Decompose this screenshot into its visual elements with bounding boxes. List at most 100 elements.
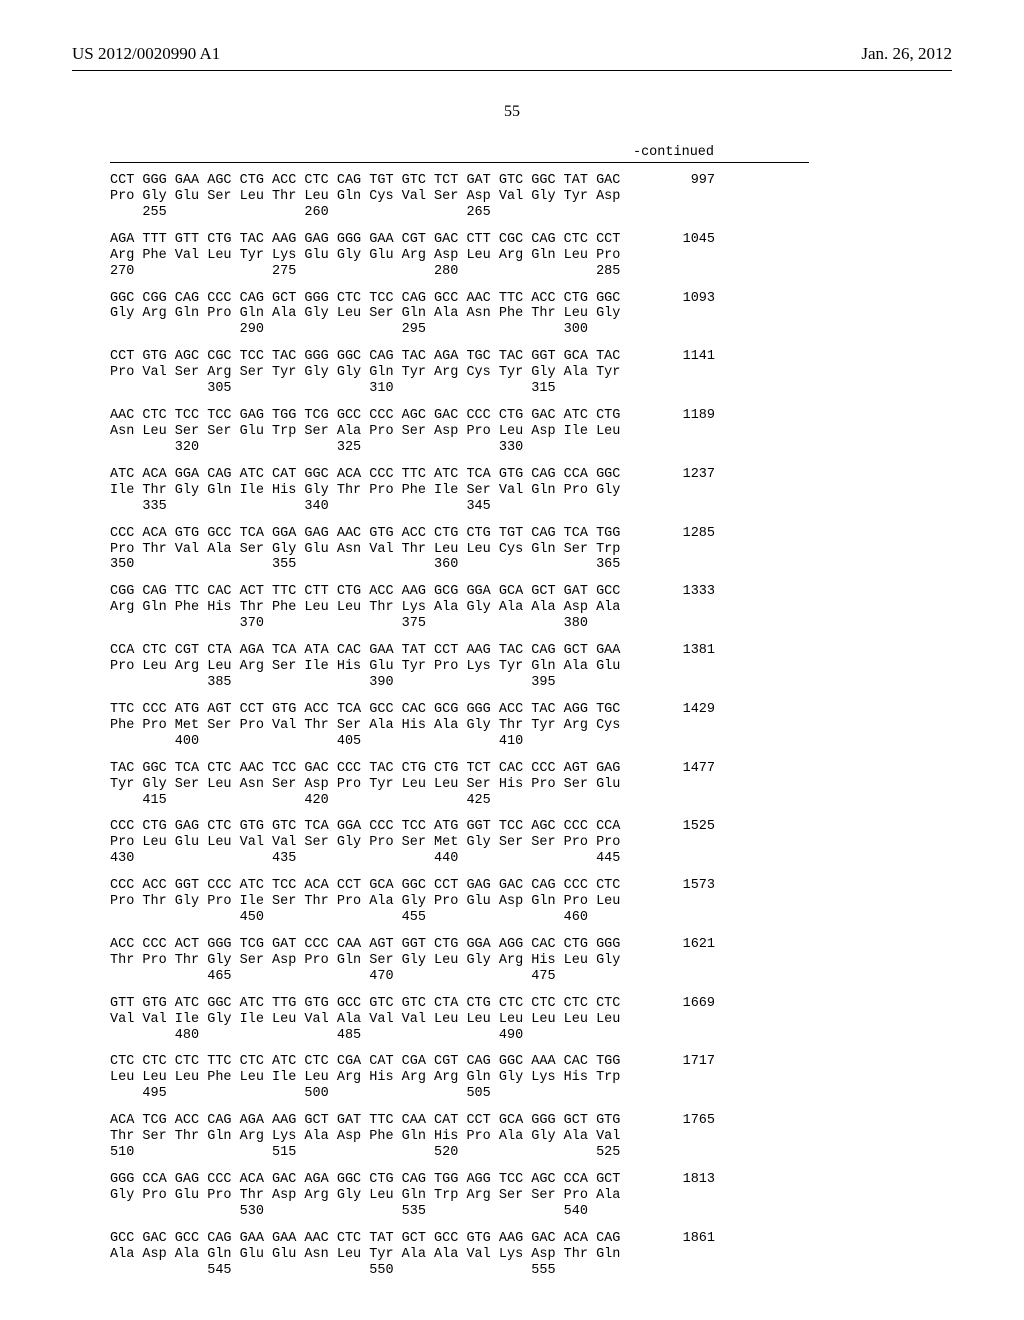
position-line: 320 325 330 — [110, 440, 1024, 456]
dna-line: GGC CGG CAG CCC CAG GCT GGG CTC TCC CAG … — [110, 291, 1024, 307]
aa-line: Gly Pro Glu Pro Thr Asp Arg Gly Leu Gln … — [110, 1188, 1024, 1204]
position-line: 350 355 360 365 — [110, 557, 1024, 573]
sequence-group: ATC ACA GGA CAG ATC CAT GGC ACA CCC TTC … — [110, 467, 1024, 515]
aa-codons: Thr Pro Thr Gly Ser Asp Pro Gln Ser Gly … — [110, 953, 655, 969]
dna-codons: AAC CTC TCC TCC GAG TGG TCG GCC CCC AGC … — [110, 408, 655, 424]
position-numbers: 465 470 475 — [110, 969, 655, 985]
aa-codons: Pro Thr Gly Pro Ile Ser Thr Pro Ala Gly … — [110, 894, 655, 910]
aa-codons: Leu Leu Leu Phe Leu Ile Leu Arg His Arg … — [110, 1070, 655, 1086]
position-line: 335 340 345 — [110, 499, 1024, 515]
sequence-group: CCC ACA GTG GCC TCA GGA GAG AAC GTG ACC … — [110, 526, 1024, 574]
sequence-group: CCT GTG AGC CGC TCC TAC GGG GGC CAG TAC … — [110, 349, 1024, 397]
position-line: 545 550 555 — [110, 1263, 1024, 1279]
page-number: 55 — [0, 103, 1024, 121]
position-numbers: 510 515 520 525 — [110, 1145, 655, 1161]
position-line: 450 455 460 — [110, 910, 1024, 926]
position-line: 400 405 410 — [110, 734, 1024, 750]
sequence-group: GTT GTG ATC GGC ATC TTG GTG GCC GTC GTC … — [110, 996, 1024, 1044]
nucleotide-position: 1237 — [655, 467, 715, 483]
dna-line: ATC ACA GGA CAG ATC CAT GGC ACA CCC TTC … — [110, 467, 1024, 483]
sequence-group: AAC CTC TCC TCC GAG TGG TCG GCC CCC AGC … — [110, 408, 1024, 456]
position-line: 290 295 300 — [110, 322, 1024, 338]
dna-codons: CTC CTC CTC TTC CTC ATC CTC CGA CAT CGA … — [110, 1054, 655, 1070]
header-divider — [72, 70, 952, 71]
dna-line: CCT GGG GAA AGC CTG ACC CTC CAG TGT GTC … — [110, 173, 1024, 189]
dna-line: AAC CTC TCC TCC GAG TGG TCG GCC CCC AGC … — [110, 408, 1024, 424]
nucleotide-position: 1093 — [655, 291, 715, 307]
aa-line: Ile Thr Gly Gln Ile His Gly Thr Pro Phe … — [110, 483, 1024, 499]
sequence-top-rule — [110, 162, 809, 163]
aa-line: Arg Gln Phe His Thr Phe Leu Leu Thr Lys … — [110, 600, 1024, 616]
dna-line: CTC CTC CTC TTC CTC ATC CTC CGA CAT CGA … — [110, 1054, 1024, 1070]
dna-codons: TAC GGC TCA CTC AAC TCC GAC CCC TAC CTG … — [110, 761, 655, 777]
aa-line: Arg Phe Val Leu Tyr Lys Glu Gly Glu Arg … — [110, 248, 1024, 264]
nucleotide-position: 1477 — [655, 761, 715, 777]
sequence-group: CCC CTG GAG CTC GTG GTC TCA GGA CCC TCC … — [110, 819, 1024, 867]
position-numbers: 335 340 345 — [110, 499, 655, 515]
nucleotide-position: 1669 — [655, 996, 715, 1012]
sequence-group: CCT GGG GAA AGC CTG ACC CTC CAG TGT GTC … — [110, 173, 1024, 221]
nucleotide-position: 1189 — [655, 408, 715, 424]
aa-codons: Pro Val Ser Arg Ser Tyr Gly Gly Gln Tyr … — [110, 365, 655, 381]
nucleotide-position: 1717 — [655, 1054, 715, 1070]
aa-codons: Phe Pro Met Ser Pro Val Thr Ser Ala His … — [110, 718, 655, 734]
dna-line: TTC CCC ATG AGT CCT GTG ACC TCA GCC CAC … — [110, 702, 1024, 718]
dna-line: GGG CCA GAG CCC ACA GAC AGA GGC CTG CAG … — [110, 1172, 1024, 1188]
position-numbers: 430 435 440 445 — [110, 851, 655, 867]
position-line: 480 485 490 — [110, 1028, 1024, 1044]
dna-line: CCC ACC GGT CCC ATC TCC ACA CCT GCA GGC … — [110, 878, 1024, 894]
dna-line: GCC GAC GCC CAG GAA GAA AAC CTC TAT GCT … — [110, 1231, 1024, 1247]
aa-codons: Pro Leu Arg Leu Arg Ser Ile His Glu Tyr … — [110, 659, 655, 675]
aa-codons: Pro Leu Glu Leu Val Val Ser Gly Pro Ser … — [110, 835, 655, 851]
sequence-listing: CCT GGG GAA AGC CTG ACC CTC CAG TGT GTC … — [0, 173, 1024, 1279]
position-numbers: 270 275 280 285 — [110, 264, 655, 280]
nucleotide-position: 1141 — [655, 349, 715, 365]
aa-line: Phe Pro Met Ser Pro Val Thr Ser Ala His … — [110, 718, 1024, 734]
position-line: 510 515 520 525 — [110, 1145, 1024, 1161]
dna-line: TAC GGC TCA CTC AAC TCC GAC CCC TAC CTG … — [110, 761, 1024, 777]
position-line: 270 275 280 285 — [110, 264, 1024, 280]
nucleotide-position: 1525 — [655, 819, 715, 835]
dna-codons: CCC ACC GGT CCC ATC TCC ACA CCT GCA GGC … — [110, 878, 655, 894]
position-line: 370 375 380 — [110, 616, 1024, 632]
nucleotide-position: 1621 — [655, 937, 715, 953]
dna-codons: ACA TCG ACC CAG AGA AAG GCT GAT TTC CAA … — [110, 1113, 655, 1129]
position-line: 495 500 505 — [110, 1086, 1024, 1102]
position-line: 385 390 395 — [110, 675, 1024, 691]
continued-label: -continued — [0, 145, 1024, 160]
sequence-group: TTC CCC ATG AGT CCT GTG ACC TCA GCC CAC … — [110, 702, 1024, 750]
aa-line: Asn Leu Ser Ser Glu Trp Ser Ala Pro Ser … — [110, 424, 1024, 440]
dna-codons: GGC CGG CAG CCC CAG GCT GGG CTC TCC CAG … — [110, 291, 655, 307]
dna-codons: AGA TTT GTT CTG TAC AAG GAG GGG GAA CGT … — [110, 232, 655, 248]
dna-codons: CCT GGG GAA AGC CTG ACC CTC CAG TGT GTC … — [110, 173, 655, 189]
aa-codons: Ile Thr Gly Gln Ile His Gly Thr Pro Phe … — [110, 483, 655, 499]
position-numbers: 400 405 410 — [110, 734, 655, 750]
aa-codons: Arg Phe Val Leu Tyr Lys Glu Gly Glu Arg … — [110, 248, 655, 264]
aa-line: Thr Pro Thr Gly Ser Asp Pro Gln Ser Gly … — [110, 953, 1024, 969]
aa-codons: Arg Gln Phe His Thr Phe Leu Leu Thr Lys … — [110, 600, 655, 616]
aa-codons: Ala Asp Ala Gln Glu Glu Asn Leu Tyr Ala … — [110, 1247, 655, 1263]
aa-line: Pro Leu Glu Leu Val Val Ser Gly Pro Ser … — [110, 835, 1024, 851]
nucleotide-position: 1765 — [655, 1113, 715, 1129]
dna-line: GTT GTG ATC GGC ATC TTG GTG GCC GTC GTC … — [110, 996, 1024, 1012]
aa-line: Pro Leu Arg Leu Arg Ser Ile His Glu Tyr … — [110, 659, 1024, 675]
aa-line: Val Val Ile Gly Ile Leu Val Ala Val Val … — [110, 1012, 1024, 1028]
position-numbers: 480 485 490 — [110, 1028, 655, 1044]
page-header: US 2012/0020990 A1 Jan. 26, 2012 — [0, 0, 1024, 64]
dna-codons: CCC ACA GTG GCC TCA GGA GAG AAC GTG ACC … — [110, 526, 655, 542]
sequence-group: GGC CGG CAG CCC CAG GCT GGG CTC TCC CAG … — [110, 291, 1024, 339]
position-line: 430 435 440 445 — [110, 851, 1024, 867]
aa-codons: Tyr Gly Ser Leu Asn Ser Asp Pro Tyr Leu … — [110, 777, 655, 793]
aa-line: Pro Gly Glu Ser Leu Thr Leu Gln Cys Val … — [110, 189, 1024, 205]
dna-codons: CCT GTG AGC CGC TCC TAC GGG GGC CAG TAC … — [110, 349, 655, 365]
sequence-group: ACC CCC ACT GGG TCG GAT CCC CAA AGT GGT … — [110, 937, 1024, 985]
aa-codons: Asn Leu Ser Ser Glu Trp Ser Ala Pro Ser … — [110, 424, 655, 440]
aa-codons: Pro Thr Val Ala Ser Gly Glu Asn Val Thr … — [110, 542, 655, 558]
nucleotide-position: 1573 — [655, 878, 715, 894]
nucleotide-position: 1285 — [655, 526, 715, 542]
dna-codons: GCC GAC GCC CAG GAA GAA AAC CTC TAT GCT … — [110, 1231, 655, 1247]
position-numbers: 530 535 540 — [110, 1204, 655, 1220]
aa-codons: Pro Gly Glu Ser Leu Thr Leu Gln Cys Val … — [110, 189, 655, 205]
dna-codons: TTC CCC ATG AGT CCT GTG ACC TCA GCC CAC … — [110, 702, 655, 718]
dna-codons: GTT GTG ATC GGC ATC TTG GTG GCC GTC GTC … — [110, 996, 655, 1012]
